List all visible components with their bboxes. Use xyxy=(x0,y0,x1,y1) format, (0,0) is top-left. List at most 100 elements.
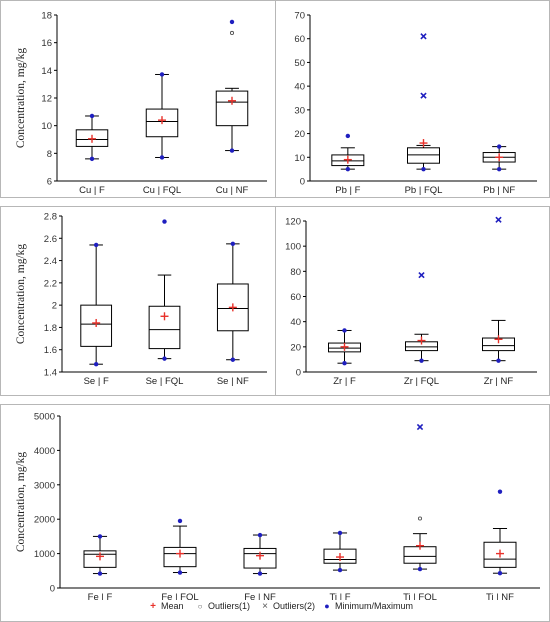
outlier-2-point xyxy=(416,423,424,431)
y-tick-label: 4000 xyxy=(34,446,55,457)
y-tick-label: 6 xyxy=(47,177,52,188)
chart-panel-4: 0 1000 2000 3000 4000 5000 Concentration, mg/k… xyxy=(15,412,540,600)
y-tick-label: 1.6 xyxy=(44,345,57,356)
minimum-point xyxy=(230,357,236,362)
x-tick-label: Zr | FQL xyxy=(404,376,439,387)
mean-marker-icon: + xyxy=(150,601,156,612)
outlier-circle-icon: ○ xyxy=(197,602,203,611)
maximum-point xyxy=(497,489,503,494)
maximum-point xyxy=(229,19,235,25)
iqr-box xyxy=(216,283,249,332)
x-tick-label: Cu | NF xyxy=(216,185,249,196)
box-zr-fql xyxy=(405,271,438,363)
minimum-point xyxy=(177,570,183,575)
box-plot-figure: 6 8 10 12 14 16 18 Concentration, mg/kg Cu | F Cu… xyxy=(15,11,540,600)
box-fe-nf xyxy=(243,532,277,576)
box-ti-nf xyxy=(483,489,517,576)
x-tick-label: Pb | NF xyxy=(483,185,515,196)
maximum-point xyxy=(93,242,99,248)
legend: + Mean ○ Outliers(1) × Outliers(2) ● Minimum… xyxy=(0,598,550,618)
legend-outliers1-label: Outliers(1) xyxy=(208,601,251,611)
x-tick-label: Ti | F xyxy=(329,592,350,600)
maximum-point xyxy=(337,530,343,536)
chart-panel-2: 1.4 1.6 1.8 2 2.2 2.4 2.6 2.8 Concentration, mg/… xyxy=(15,212,267,387)
box-pb-f xyxy=(331,133,365,172)
minimum-point xyxy=(257,571,263,576)
minimum-point xyxy=(345,166,351,172)
chart-panel-1: 0 10 20 30 40 50 60 70 Pb | F Pb | FQL Pb | NF xyxy=(294,11,537,196)
outlier-cross-icon: × xyxy=(262,601,268,612)
box-fe-f xyxy=(83,534,117,576)
box-zr-f xyxy=(328,328,361,366)
x-tick-label: Zr | NF xyxy=(484,376,514,387)
y-tick-label: 2000 xyxy=(34,515,55,526)
maximum-point xyxy=(177,518,183,524)
x-tick-label: Cu | FQL xyxy=(143,185,181,196)
x-tick-label: Pb | F xyxy=(335,185,360,196)
y-tick-label: 0 xyxy=(300,177,305,188)
iqr-box xyxy=(483,541,517,568)
minimum-point xyxy=(421,166,426,172)
maximum-point xyxy=(97,534,103,539)
outlier-1-point xyxy=(229,30,235,36)
maximum-point xyxy=(230,241,236,247)
legend-minmax-label: Minimum/Maximum xyxy=(335,601,414,611)
maximum-point xyxy=(89,113,95,119)
y-tick-label: 120 xyxy=(285,217,301,228)
box-se-f xyxy=(80,242,113,367)
y-tick-label: 2.2 xyxy=(44,278,57,289)
y-tick-label: 1000 xyxy=(34,549,55,560)
x-tick-label: Se | NF xyxy=(217,376,249,387)
chart-panel-3: 0 20 40 60 80 100 120 Zr | F Zr | FQL Zr | NF xyxy=(285,216,537,387)
legend-outliers2-label: Outliers(2) xyxy=(273,601,316,611)
y-tick-label: 40 xyxy=(290,317,301,328)
box-ti-f xyxy=(323,530,357,573)
y-tick-label: 100 xyxy=(285,242,301,253)
outlier-2-point xyxy=(495,216,502,223)
x-tick-label: Pb | FQL xyxy=(405,185,443,196)
y-tick-label: 1.4 xyxy=(44,368,57,379)
maximum-point xyxy=(345,133,351,139)
y-tick-label: 40 xyxy=(294,82,305,93)
box-pb-nf xyxy=(482,144,516,172)
minimum-point xyxy=(417,566,423,572)
maximum-point xyxy=(496,144,502,149)
box-fe-fql xyxy=(163,518,197,575)
box-ti-fql xyxy=(403,423,437,572)
maximum-point xyxy=(257,532,263,538)
outlier-2-point xyxy=(420,33,427,40)
minimum-point xyxy=(89,156,95,162)
y-axis-label: Concentration, mg/kg xyxy=(15,48,27,149)
box-cu-nf xyxy=(215,19,249,153)
chart-panel-0: 6 8 10 12 14 16 18 Concentration, mg/kg Cu | F Cu… xyxy=(15,11,267,196)
y-tick-label: 10 xyxy=(41,121,52,132)
legend-outliers1: ○ Outliers(1) xyxy=(195,601,250,611)
y-tick-label: 0 xyxy=(296,368,301,379)
y-tick-label: 2.4 xyxy=(44,256,57,267)
x-tick-label: Zr | F xyxy=(333,376,356,387)
maximum-point xyxy=(162,219,167,224)
x-tick-label: Cu | F xyxy=(79,185,105,196)
y-tick-label: 18 xyxy=(41,11,52,22)
y-tick-label: 12 xyxy=(41,94,52,105)
minimum-point xyxy=(419,358,424,363)
minimum-point xyxy=(159,155,165,160)
y-tick-label: 50 xyxy=(294,58,305,69)
y-tick-label: 60 xyxy=(294,34,305,45)
iqr-box xyxy=(407,147,440,164)
y-tick-label: 70 xyxy=(294,11,305,22)
y-tick-label: 14 xyxy=(41,66,52,77)
legend-mean: + Mean xyxy=(148,601,183,612)
x-tick-label: Se | F xyxy=(84,376,109,387)
y-tick-label: 2.6 xyxy=(44,234,57,245)
x-tick-label: Fe | FQL xyxy=(161,592,198,600)
minimum-point xyxy=(337,567,343,573)
y-tick-label: 20 xyxy=(294,129,305,140)
y-tick-label: 2.8 xyxy=(44,212,57,223)
minimum-point xyxy=(162,356,167,361)
y-tick-label: 10 xyxy=(294,153,305,164)
box-zr-nf xyxy=(482,216,515,363)
minimum-point xyxy=(496,358,501,363)
legend-minmax: ● Minimum/Maximum xyxy=(322,601,413,611)
y-tick-label: 80 xyxy=(290,267,301,278)
